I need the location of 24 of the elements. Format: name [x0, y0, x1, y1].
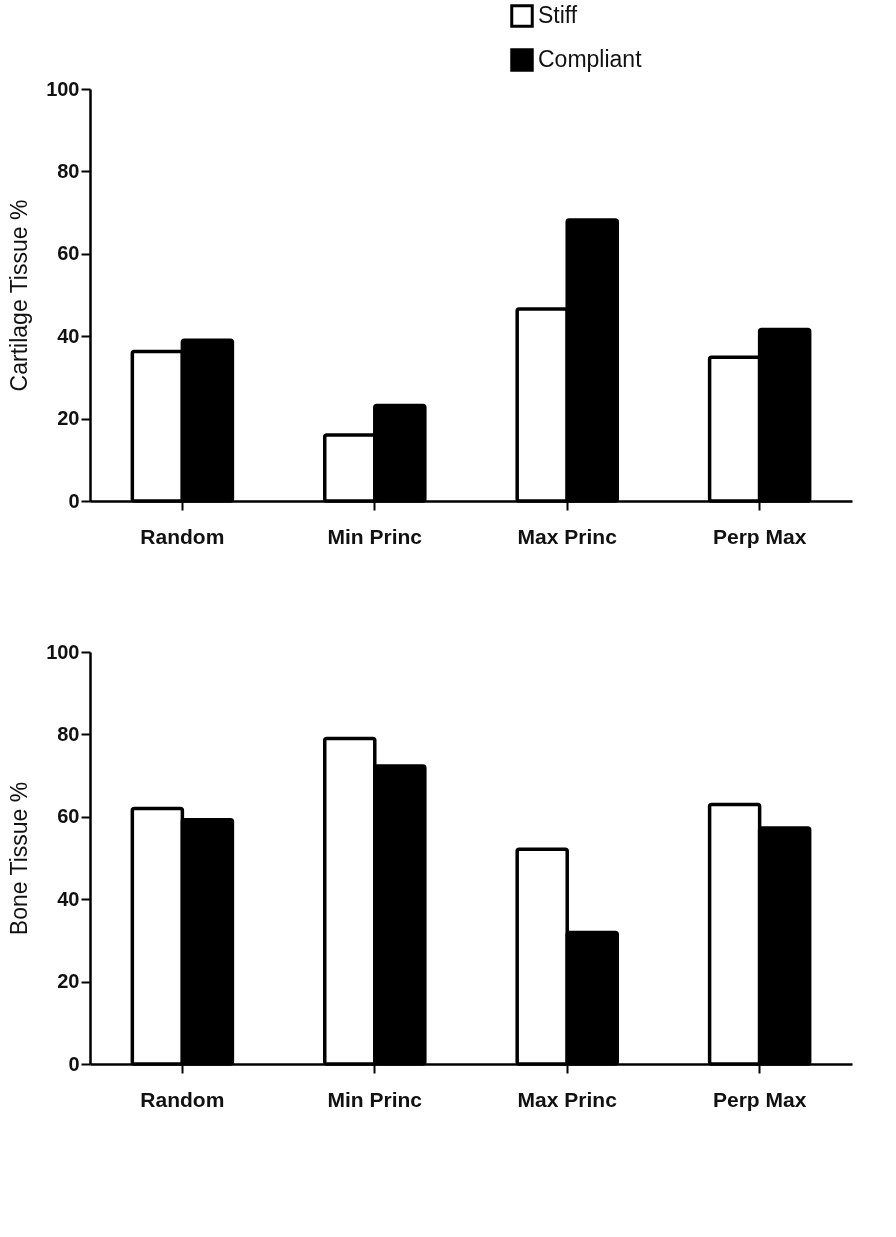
- y-tick-label: 80: [57, 159, 80, 182]
- x-tick-label: Perp Max: [712, 524, 807, 548]
- y-tick-label: 40: [57, 887, 80, 910]
- y-tick-label: 60: [57, 805, 80, 828]
- y-tick-label: 0: [68, 489, 80, 512]
- y-tick-label: 80: [57, 722, 80, 745]
- y-tick-label: 20: [57, 970, 80, 993]
- x-tick-label: Max Princ: [517, 1087, 618, 1111]
- legend-label: Stiff: [538, 2, 578, 28]
- x-tick-label: Perp Max: [712, 1087, 807, 1111]
- y-tick-label: 40: [57, 324, 80, 347]
- x-tick-label: Random: [140, 524, 225, 548]
- y-tick-label: 0: [68, 1052, 80, 1075]
- x-tick-label: Max Princ: [517, 524, 618, 548]
- x-tick-label: Min Princ: [327, 524, 423, 548]
- y-tick-label: 100: [46, 77, 80, 100]
- y-tick-label: 100: [46, 640, 80, 663]
- legend-label: Compliant: [538, 46, 643, 72]
- x-tick-label: Random: [140, 1087, 225, 1111]
- x-tick-label: Min Princ: [327, 1087, 423, 1111]
- y-axis-title: Bone Tissue %: [6, 781, 33, 936]
- y-tick-label: 20: [57, 407, 80, 430]
- y-tick-label: 60: [57, 242, 80, 265]
- y-axis-title: Cartilage Tissue %: [6, 199, 33, 392]
